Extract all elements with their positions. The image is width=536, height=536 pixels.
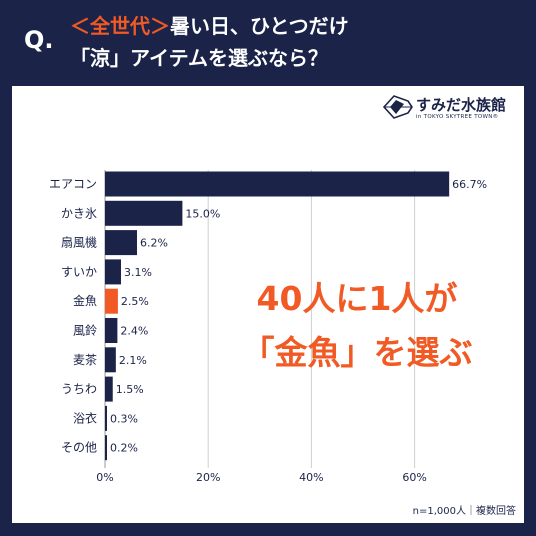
category-label: エアコン [49, 177, 97, 191]
logo-subtitle: in TOKYO SKYTREE TOWN® [416, 114, 499, 120]
headline-line2: 「金魚」を選ぶ [241, 333, 473, 372]
bar [105, 259, 121, 285]
value-label: 0.2% [110, 442, 138, 455]
fish-logo-icon [382, 95, 413, 119]
category-label: 金魚 [73, 293, 97, 308]
title-accent: ＜全世代＞ [70, 14, 170, 38]
category-label: 扇風機 [61, 235, 97, 250]
value-label: 0.3% [110, 412, 138, 425]
question-title-line2: 「涼」アイテムを選ぶなら？ [70, 46, 328, 70]
value-label: 1.5% [116, 383, 144, 396]
bar [105, 376, 113, 402]
sample-note: n=1,000人｜複数回答 [412, 506, 516, 517]
question-header: Q. ＜全世代＞暑い日、ひとつだけ 「涼」アイテムを選ぶなら？ [0, 0, 536, 80]
x-tick-label: 20% [196, 471, 220, 484]
value-label: 2.4% [120, 325, 148, 338]
category-label: すいか [61, 265, 97, 279]
bar [105, 200, 183, 226]
category-label: かき氷 [61, 206, 97, 220]
bar [105, 230, 137, 256]
value-label: 15.0% [185, 207, 220, 220]
title-text: 暑い日、ひとつだけ [170, 14, 349, 38]
q-mark: Q. [24, 26, 54, 54]
category-label: うちわ [61, 382, 97, 396]
chart-card [12, 86, 524, 523]
x-tick-label: 0% [96, 471, 113, 484]
aquarium-logo: すみだ水族館 in TOKYO SKYTREE TOWN® [382, 92, 512, 128]
bar [105, 405, 107, 431]
bar [105, 288, 118, 314]
value-label: 2.5% [121, 295, 149, 308]
category-label: 麦茶 [73, 352, 97, 367]
value-label: 6.2% [140, 237, 168, 250]
bar [105, 435, 107, 461]
category-label: 浴衣 [73, 410, 97, 425]
bar [105, 318, 118, 343]
bar [105, 171, 450, 197]
headline-line1: 40人に1人が [256, 279, 458, 318]
category-label: その他 [61, 441, 97, 455]
value-label: 2.1% [119, 354, 147, 367]
value-label: 66.7% [452, 178, 487, 191]
x-tick-label: 40% [299, 471, 323, 484]
question-title-line1: ＜全世代＞暑い日、ひとつだけ [70, 10, 349, 39]
category-label: 風鈴 [73, 323, 97, 338]
value-label: 3.1% [124, 266, 152, 279]
bar [105, 347, 116, 373]
x-tick-label: 60% [402, 471, 426, 484]
logo-name: すみだ水族館 [416, 96, 507, 114]
